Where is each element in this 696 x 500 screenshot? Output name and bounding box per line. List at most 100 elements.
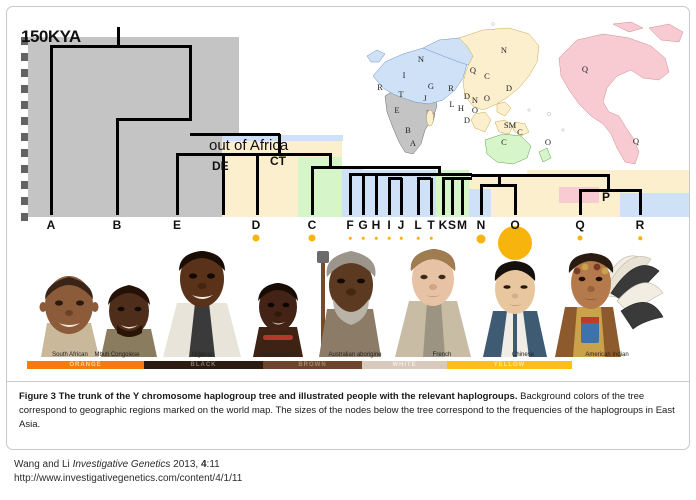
person-photo-chinese xyxy=(479,257,551,357)
photo-label-andamanese: Andamanese xyxy=(261,352,297,358)
branch-J xyxy=(400,178,403,215)
frequency-dot-J xyxy=(399,236,403,240)
map-label: A xyxy=(409,138,417,148)
branch-C-F-horizontal xyxy=(312,166,440,169)
tip-label-E[interactable]: E xyxy=(172,218,182,232)
internal-node-label-DE: DE xyxy=(212,159,229,173)
branch-K xyxy=(442,178,445,215)
tip-label-K[interactable]: K xyxy=(438,218,448,232)
color-bar-label-yellow: YELLOW xyxy=(493,362,526,368)
map-label: Q xyxy=(469,65,477,75)
citation-url[interactable]: http://www.investigativegenetics.com/con… xyxy=(14,473,243,484)
tip-label-M[interactable]: M xyxy=(457,218,467,232)
branch-Q-R-horizontal xyxy=(580,189,642,192)
photo-label-nigerian: Nigerian xyxy=(191,352,215,358)
tip-label-F[interactable]: F xyxy=(346,218,354,232)
map-label: R xyxy=(448,83,454,93)
branch-C xyxy=(311,166,314,215)
branch-I xyxy=(388,178,391,215)
tip-label-J[interactable]: J xyxy=(397,218,405,232)
map-label: B xyxy=(405,125,411,135)
branch-A xyxy=(50,45,53,215)
tip-label-R[interactable]: R xyxy=(635,218,645,232)
frequency-dot-C xyxy=(308,234,316,242)
branch-D xyxy=(256,153,259,215)
photo-label-mbuti-congolese: Mbuti Congolese xyxy=(94,352,140,358)
branch-N xyxy=(480,184,483,215)
branch-CT-stem xyxy=(329,153,332,167)
journal-citation: Wang and Li Investigative Genetics 2013,… xyxy=(14,458,674,486)
citation-journal: Investigative Genetics xyxy=(72,459,171,470)
map-label: Q xyxy=(632,136,640,146)
color-bar-yellow: YELLOW xyxy=(447,361,572,369)
frequency-dot-F xyxy=(348,236,352,240)
citation-issue: :11 xyxy=(206,459,220,470)
tip-label-L[interactable]: L xyxy=(414,218,422,232)
map-label: D xyxy=(463,115,471,125)
frequency-dot-G xyxy=(361,236,365,240)
out-of-africa-label: out of Africa xyxy=(209,137,289,154)
tip-label-S[interactable]: S xyxy=(447,218,457,232)
tip-label-B[interactable]: B xyxy=(112,218,122,232)
tip-label-H[interactable]: H xyxy=(371,218,381,232)
tip-label-Q[interactable]: Q xyxy=(575,218,585,232)
region-band-ooa-strip xyxy=(222,135,343,141)
person-photo-australian-aborigine xyxy=(307,247,389,357)
frequency-dot-I xyxy=(387,236,391,240)
caption-bold: Figure 3 The trunk of the Y chromosome h… xyxy=(19,391,518,402)
branch-root-right xyxy=(189,45,192,119)
color-bar-label-white: WHITE xyxy=(392,362,417,368)
person-photo-french xyxy=(393,245,473,357)
person-photo-nigerian xyxy=(159,245,245,357)
tip-label-C[interactable]: C xyxy=(307,218,317,232)
branch-B-horizontal xyxy=(117,118,192,121)
branch-DE-CT-horizontal xyxy=(223,153,331,156)
figure-card: R I T G J R L H E B A N Q C N D D N O O … xyxy=(6,6,690,450)
tip-label-I[interactable]: I xyxy=(387,218,391,232)
photo-label-american-indian: American Indian xyxy=(585,352,629,358)
map-label: O xyxy=(544,137,552,147)
tip-label-G[interactable]: G xyxy=(358,218,368,232)
branch-KSM-horizontal xyxy=(442,177,472,180)
tip-label-N[interactable]: N xyxy=(476,218,486,232)
photo-label-south-african: South African xyxy=(52,352,88,358)
map-label: C xyxy=(517,127,523,137)
branch-F-fan xyxy=(350,173,472,176)
figure-caption: Figure 3 The trunk of the Y chromosome h… xyxy=(7,381,689,449)
map-label: SM xyxy=(503,120,517,130)
tip-label-T[interactable]: T xyxy=(427,218,435,232)
frequency-dot-H xyxy=(374,236,378,240)
map-label: J xyxy=(423,93,427,103)
branch-O xyxy=(514,184,517,215)
map-label: R xyxy=(377,82,383,92)
photo-label-australian-aborigine: Australian aborigine xyxy=(328,352,382,358)
citation-line: Wang and Li Investigative Genetics 2013,… xyxy=(14,458,674,472)
world-map: R I T G J R L H E B A N Q C N D D N O O … xyxy=(363,18,689,170)
people-photo-row: South African Mbuti Congolese Nigerian A… xyxy=(7,239,689,379)
map-label: H xyxy=(457,103,465,113)
map-label: N xyxy=(500,45,508,55)
map-label: N xyxy=(417,54,425,64)
tip-label-O[interactable]: O xyxy=(510,218,520,232)
branch-L xyxy=(417,178,420,215)
branch-F xyxy=(349,173,352,215)
branch-LT-horizontal xyxy=(417,177,431,180)
tip-label-A[interactable]: A xyxy=(46,218,56,232)
map-label: D xyxy=(463,91,471,101)
frequency-dot-L xyxy=(416,236,420,240)
branch-S xyxy=(451,178,454,215)
branch-M xyxy=(461,178,464,215)
color-bar-label-orange: ORANGE xyxy=(69,362,102,368)
branch-B xyxy=(116,118,119,215)
map-label: D xyxy=(505,83,513,93)
color-bar-label-black: BLACK xyxy=(190,362,217,368)
map-label: L xyxy=(449,99,455,109)
map-label: O xyxy=(483,93,491,103)
tip-label-D[interactable]: D xyxy=(251,218,261,232)
map-label: E xyxy=(394,105,400,115)
time-scale-bar xyxy=(21,37,28,221)
branch-H xyxy=(375,173,378,215)
branch-R xyxy=(639,189,642,215)
branch-ooa-horizontal xyxy=(190,133,280,136)
color-bar-orange: ORANGE xyxy=(27,361,144,369)
